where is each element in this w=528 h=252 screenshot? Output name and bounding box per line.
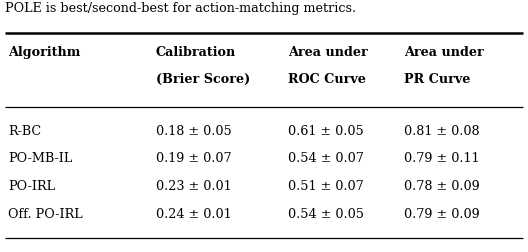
Text: 0.18 ± 0.05: 0.18 ± 0.05 [156,124,231,138]
Text: Off. PO-IRL: Off. PO-IRL [8,208,82,221]
Text: POLE is best/second-best for action-matching metrics.: POLE is best/second-best for action-matc… [5,2,356,15]
Text: 0.24 ± 0.01: 0.24 ± 0.01 [156,208,231,221]
Text: PO-IRL: PO-IRL [8,180,55,193]
Text: 0.81 ± 0.08: 0.81 ± 0.08 [404,124,479,138]
Text: 0.54 ± 0.07: 0.54 ± 0.07 [288,152,364,165]
Text: 0.79 ± 0.09: 0.79 ± 0.09 [404,208,479,221]
Text: PO-MB-IL: PO-MB-IL [8,152,72,165]
Text: Area under: Area under [404,46,484,59]
Text: 0.54 ± 0.05: 0.54 ± 0.05 [288,208,364,221]
Text: 0.23 ± 0.01: 0.23 ± 0.01 [156,180,231,193]
Text: 0.19 ± 0.07: 0.19 ± 0.07 [156,152,231,165]
Text: 0.51 ± 0.07: 0.51 ± 0.07 [288,180,363,193]
Text: Calibration: Calibration [156,46,236,59]
Text: R-BC: R-BC [8,124,41,138]
Text: Area under: Area under [288,46,367,59]
Text: (Brier Score): (Brier Score) [156,73,250,86]
Text: 0.78 ± 0.09: 0.78 ± 0.09 [404,180,479,193]
Text: 0.61 ± 0.05: 0.61 ± 0.05 [288,124,363,138]
Text: PR Curve: PR Curve [404,73,470,86]
Text: ROC Curve: ROC Curve [288,73,365,86]
Text: 0.79 ± 0.11: 0.79 ± 0.11 [404,152,479,165]
Text: Algorithm: Algorithm [8,46,80,59]
